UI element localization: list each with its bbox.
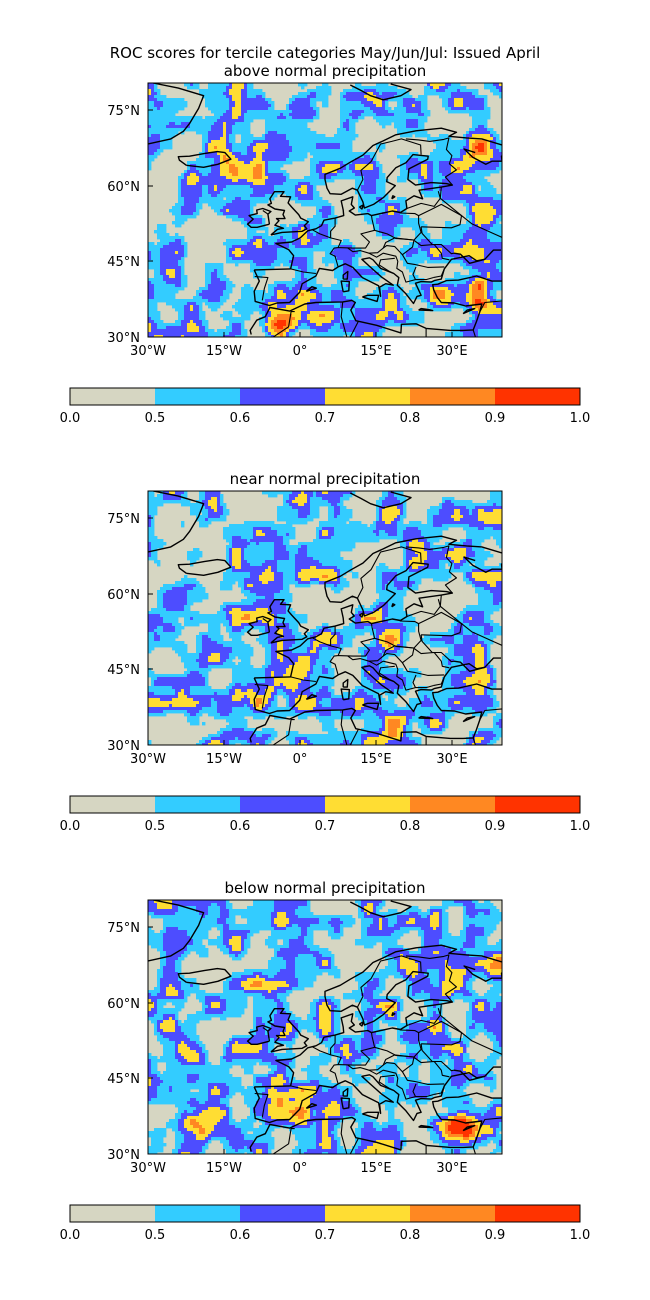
panel-above-normal: above normal precipitation 75°N 60°N 45°… — [107, 62, 503, 359]
lat-label-30n: 30°N — [107, 1148, 140, 1163]
lon-label-15e: 15°E — [360, 1161, 391, 1176]
colorbar-swatch — [325, 796, 411, 813]
colorbar-tick-0-9: 0.9 — [485, 819, 506, 834]
colorbar-swatch — [155, 796, 241, 813]
map-frame — [147, 82, 503, 338]
lat-label-60n: 60°N — [107, 588, 140, 603]
figure-title: ROC scores for tercile categories May/Ju… — [110, 44, 541, 62]
colorbar: 0.0 0.5 0.6 0.7 0.8 0.9 1.0 — [60, 387, 591, 426]
colorbar-swatch — [70, 1205, 156, 1222]
colorbar-swatch — [410, 1205, 496, 1222]
lat-label-60n: 60°N — [107, 180, 140, 195]
lon-label-30e: 30°E — [436, 752, 467, 767]
colorbar-tick-0-8: 0.8 — [400, 1228, 421, 1243]
colorbar-swatch — [240, 796, 326, 813]
colorbar-tick-0-0: 0.0 — [60, 819, 81, 834]
colorbar-tick-1-0: 1.0 — [570, 411, 591, 426]
colorbar-swatch — [410, 796, 496, 813]
colorbar: 0.0 0.5 0.6 0.7 0.8 0.9 1.0 — [60, 1204, 591, 1243]
coastlines — [148, 900, 502, 1154]
colorbar-swatch — [240, 1205, 326, 1222]
roc-score-field — [148, 491, 502, 745]
colorbar: 0.0 0.5 0.6 0.7 0.8 0.9 1.0 — [60, 795, 591, 834]
colorbar-tick-0-6: 0.6 — [230, 819, 251, 834]
colorbar-swatch — [325, 388, 411, 405]
colorbar-tick-0-5: 0.5 — [145, 819, 166, 834]
longitude-ticks: 30°W 15°W 0° 15°E 30°E — [130, 1149, 468, 1176]
lon-label-30w: 30°W — [130, 344, 166, 359]
colorbar-tick-1-0: 1.0 — [570, 1228, 591, 1243]
longitude-ticks: 30°W 15°W 0° 15°E 30°E — [130, 740, 468, 767]
panel-title: above normal precipitation — [224, 62, 427, 80]
colorbar-tick-0-6: 0.6 — [230, 411, 251, 426]
longitude-ticks: 30°W 15°W 0° 15°E 30°E — [130, 332, 468, 359]
lon-label-0: 0° — [293, 1161, 308, 1176]
colorbar-tick-0-8: 0.8 — [400, 819, 421, 834]
lon-label-30w: 30°W — [130, 1161, 166, 1176]
lat-label-30n: 30°N — [107, 739, 140, 754]
panel-near-normal: near normal precipitation 75°N 60°N 45°N… — [107, 470, 503, 767]
colorbar-swatch — [325, 1205, 411, 1222]
colorbar-tick-0-9: 0.9 — [485, 1228, 506, 1243]
colorbar-tick-0-8: 0.8 — [400, 411, 421, 426]
lat-label-45n: 45°N — [107, 255, 140, 270]
map-frame — [147, 490, 503, 746]
lon-label-15e: 15°E — [360, 752, 391, 767]
colorbar-swatch — [240, 388, 326, 405]
map-frame — [147, 899, 503, 1155]
latitude-ticks: 75°N 60°N 45°N 30°N — [107, 104, 153, 346]
colorbar-swatch — [155, 1205, 241, 1222]
lat-label-75n: 75°N — [107, 921, 140, 936]
coastlines — [148, 491, 502, 745]
lat-label-45n: 45°N — [107, 663, 140, 678]
colorbar-tick-0-0: 0.0 — [60, 411, 81, 426]
coastlines — [148, 83, 502, 337]
colorbar-tick-0-7: 0.7 — [315, 819, 336, 834]
colorbar-swatch — [495, 796, 581, 813]
colorbar-swatch — [70, 796, 156, 813]
colorbar-swatch — [495, 1205, 581, 1222]
latitude-ticks: 75°N 60°N 45°N 30°N — [107, 921, 153, 1163]
roc-score-field — [148, 900, 502, 1154]
colorbar-tick-0-5: 0.5 — [145, 1228, 166, 1243]
colorbar-tick-0-6: 0.6 — [230, 1228, 251, 1243]
colorbar-swatch — [70, 388, 156, 405]
colorbar-swatch — [155, 388, 241, 405]
colorbar-tick-0-0: 0.0 — [60, 1228, 81, 1243]
lon-label-15w: 15°W — [206, 1161, 242, 1176]
lon-label-15w: 15°W — [206, 344, 242, 359]
colorbar-tick-0-5: 0.5 — [145, 411, 166, 426]
colorbar-swatch — [495, 388, 581, 405]
colorbar-tick-1-0: 1.0 — [570, 819, 591, 834]
lon-label-15e: 15°E — [360, 344, 391, 359]
lat-label-60n: 60°N — [107, 997, 140, 1012]
roc-score-field — [148, 83, 502, 337]
lat-label-45n: 45°N — [107, 1072, 140, 1087]
lon-label-30e: 30°E — [436, 344, 467, 359]
lat-label-75n: 75°N — [107, 512, 140, 527]
lat-label-75n: 75°N — [107, 104, 140, 119]
panel-below-normal: below normal precipitation 75°N 60°N 45°… — [107, 879, 503, 1176]
latitude-ticks: 75°N 60°N 45°N 30°N — [107, 512, 153, 754]
colorbar-swatch — [410, 388, 496, 405]
lon-label-30w: 30°W — [130, 752, 166, 767]
panel-title: below normal precipitation — [225, 879, 426, 897]
lat-label-30n: 30°N — [107, 331, 140, 346]
panel-title: near normal precipitation — [230, 470, 421, 488]
lon-label-15w: 15°W — [206, 752, 242, 767]
lon-label-0: 0° — [293, 752, 308, 767]
colorbar-tick-0-7: 0.7 — [315, 411, 336, 426]
lon-label-30e: 30°E — [436, 1161, 467, 1176]
lon-label-0: 0° — [293, 344, 308, 359]
colorbar-tick-0-7: 0.7 — [315, 1228, 336, 1243]
colorbar-tick-0-9: 0.9 — [485, 411, 506, 426]
